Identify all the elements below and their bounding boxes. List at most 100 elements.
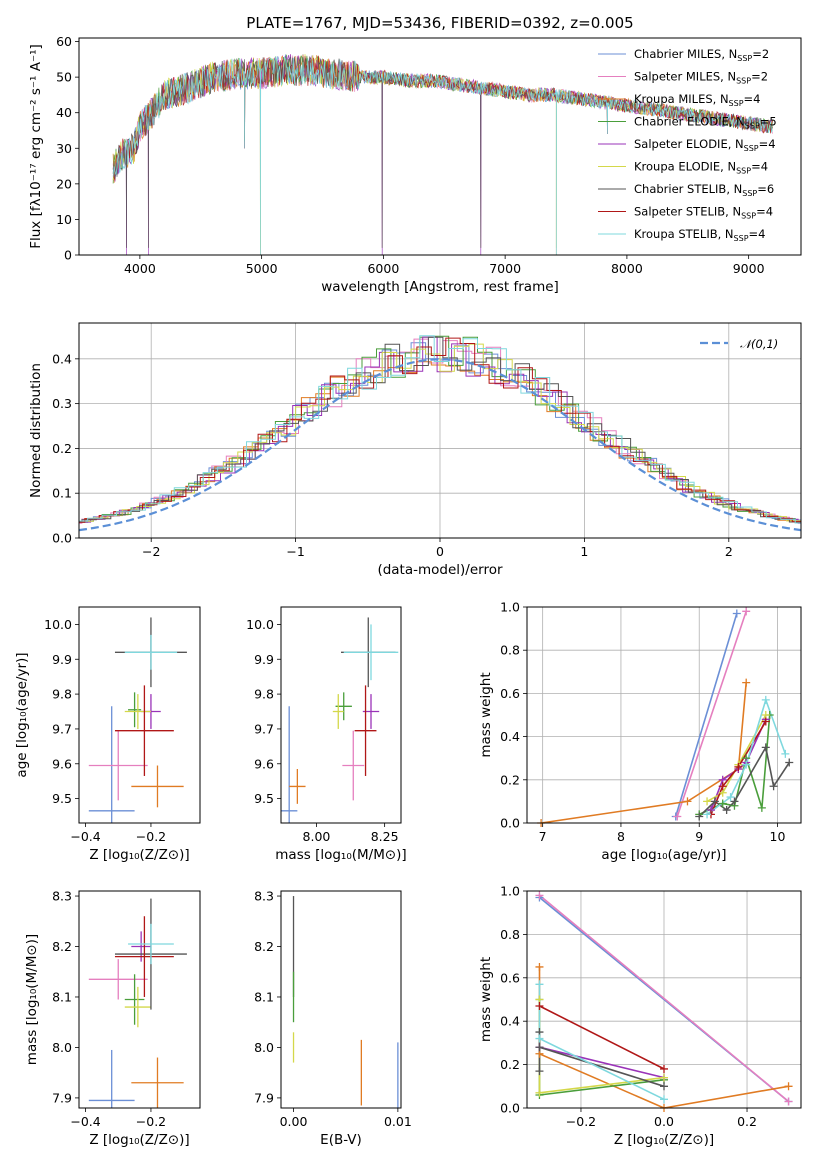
weight-marker	[535, 980, 544, 989]
x-tick-label: −2	[142, 544, 160, 559]
legend-entry: Chabrier ELODIE, NSSP=5	[634, 115, 777, 131]
x-axis-label: Z [log₁₀(Z/Z⊙)]	[89, 1132, 189, 1148]
weight-marker	[732, 609, 741, 618]
weight-marker	[781, 749, 790, 758]
weight-line-chabrier-miles	[674, 613, 738, 817]
weight-marker	[742, 760, 751, 769]
y-tick-label: 8.1	[254, 989, 274, 1004]
x-tick-label: −0.2	[136, 1114, 166, 1129]
weight-marker	[757, 803, 766, 812]
weight-line-salpeter-miles	[538, 894, 790, 1103]
weight-marker	[703, 797, 712, 806]
y-tick-label: 9.9	[254, 652, 274, 667]
age-vs-Z-panel	[75, 624, 152, 827]
x-tick-label: 0	[436, 544, 444, 559]
x-axis-label: wavelength [Angstrom, rest frame]	[321, 279, 559, 295]
weight-marker	[710, 797, 719, 806]
weight-marker	[660, 1082, 668, 1091]
y-axis-label: Normed distribution	[28, 363, 44, 498]
x-axis-label: mass [log₁₀(M/M⊙)]	[275, 847, 406, 863]
y-tick-label: 60	[56, 34, 72, 49]
x-tick-label: −0.2	[136, 829, 166, 844]
y-tick-label: 30	[56, 141, 72, 156]
y-axis-label: mass [log₁₀(M/M⊙)]	[24, 934, 40, 1065]
y-tick-label: 9.7	[254, 721, 274, 736]
y-tick-label: 40	[56, 105, 72, 120]
y-tick-label: 0.6	[500, 686, 520, 701]
weight-marker	[660, 1073, 668, 1082]
weight-line-salpeter-stelib	[539, 1005, 665, 1070]
y-tick-label: 0.0	[500, 816, 520, 831]
y-tick-label: 10.0	[246, 617, 274, 632]
y-tick-label: 0	[64, 248, 72, 263]
weight-marker	[730, 797, 739, 806]
y-tick-label: 0.6	[500, 970, 520, 985]
massweight-vs-age-panel	[523, 606, 801, 827]
x-tick-label: 0.0	[654, 1114, 674, 1129]
y-tick-label: 8.2	[254, 939, 274, 954]
legend-entry: 𝒩(0,1)	[740, 337, 778, 351]
y-tick-label: 7.9	[254, 1090, 274, 1105]
axes-frame	[280, 606, 402, 824]
y-tick-label: 0.1	[52, 486, 72, 501]
legend-entry: Kroupa MILES, NSSP=4	[634, 92, 760, 108]
massweight-vs-age-plot-area	[540, 611, 790, 823]
x-tick-label: 5000	[246, 261, 278, 276]
weight-marker	[718, 782, 727, 791]
weight-marker	[769, 782, 778, 791]
x-tick-label: 6000	[367, 261, 399, 276]
weight-marker	[726, 793, 735, 802]
histogram-step-salpeter-stelib	[79, 337, 801, 523]
x-tick-label: 8.00	[303, 829, 331, 844]
y-tick-label: 9.9	[52, 652, 72, 667]
weight-marker	[535, 962, 544, 971]
weight-marker	[718, 799, 727, 808]
y-tick-label: 8.0	[254, 1040, 274, 1055]
y-tick-label: 0.4	[500, 1014, 520, 1029]
y-axis-label: Flux [fλ10⁻¹⁷ erg cm⁻² s⁻¹ A⁻¹]	[28, 44, 44, 249]
y-tick-label: 1.0	[500, 884, 520, 899]
x-tick-label: −0.4	[70, 829, 100, 844]
mass-vs-Z-plot-area	[88, 898, 187, 1108]
weight-line-kroupa-elodie	[706, 714, 767, 803]
x-tick-label: 9	[695, 829, 703, 844]
weight-marker	[703, 810, 712, 819]
y-tick-label: 9.6	[254, 756, 274, 771]
residual-distribution-plot-area	[79, 335, 801, 532]
age-vs-mass-plot-area	[281, 617, 399, 823]
legend-entry: Chabrier STELIB, NSSP=6	[634, 182, 774, 198]
weight-marker	[673, 812, 682, 821]
legend-entry: Salpeter ELODIE, NSSP=4	[634, 137, 776, 153]
x-tick-label: 0.00	[280, 1114, 308, 1129]
y-tick-label: 8.3	[254, 889, 274, 904]
weight-marker	[535, 1043, 544, 1052]
weight-marker	[695, 812, 704, 821]
x-axis-label: Z [log₁₀(Z/Z⊙)]	[89, 847, 189, 863]
axes-frame	[78, 606, 201, 824]
x-axis-label: E(B-V)	[320, 1132, 362, 1148]
x-tick-label: 4000	[124, 261, 156, 276]
weight-line-salpeter-elodie	[539, 1046, 665, 1079]
weight-marker	[535, 1002, 544, 1011]
y-tick-label: 0.8	[500, 643, 520, 658]
y-tick-label: 9.5	[254, 791, 274, 806]
mass-vs-ebv-plot-area	[292, 896, 399, 1108]
x-axis-label: (data-model)/error	[377, 562, 503, 578]
weight-marker	[784, 1097, 793, 1106]
weight-marker	[535, 891, 544, 900]
y-tick-label: 9.8	[52, 687, 72, 702]
spectrum-panel	[75, 41, 750, 259]
y-axis-label: mass weight	[478, 672, 494, 757]
y-tick-label: 9.7	[52, 721, 72, 736]
x-tick-label: −1	[286, 544, 304, 559]
legend-entry: Salpeter STELIB, NSSP=4	[634, 205, 773, 221]
figure-title: PLATE=1767, MJD=53436, FIBERID=0392, z=0…	[246, 14, 633, 32]
x-tick-label: 2	[725, 544, 733, 559]
y-tick-label: 20	[56, 176, 72, 191]
x-tick-label: 0.01	[384, 1114, 412, 1129]
weight-line-salpeter-miles	[676, 611, 747, 817]
weight-marker	[785, 758, 794, 767]
x-tick-label: 8.25	[371, 829, 399, 844]
x-tick-label: 0.2	[737, 1114, 757, 1129]
mass-vs-Z-panel	[75, 895, 152, 1112]
